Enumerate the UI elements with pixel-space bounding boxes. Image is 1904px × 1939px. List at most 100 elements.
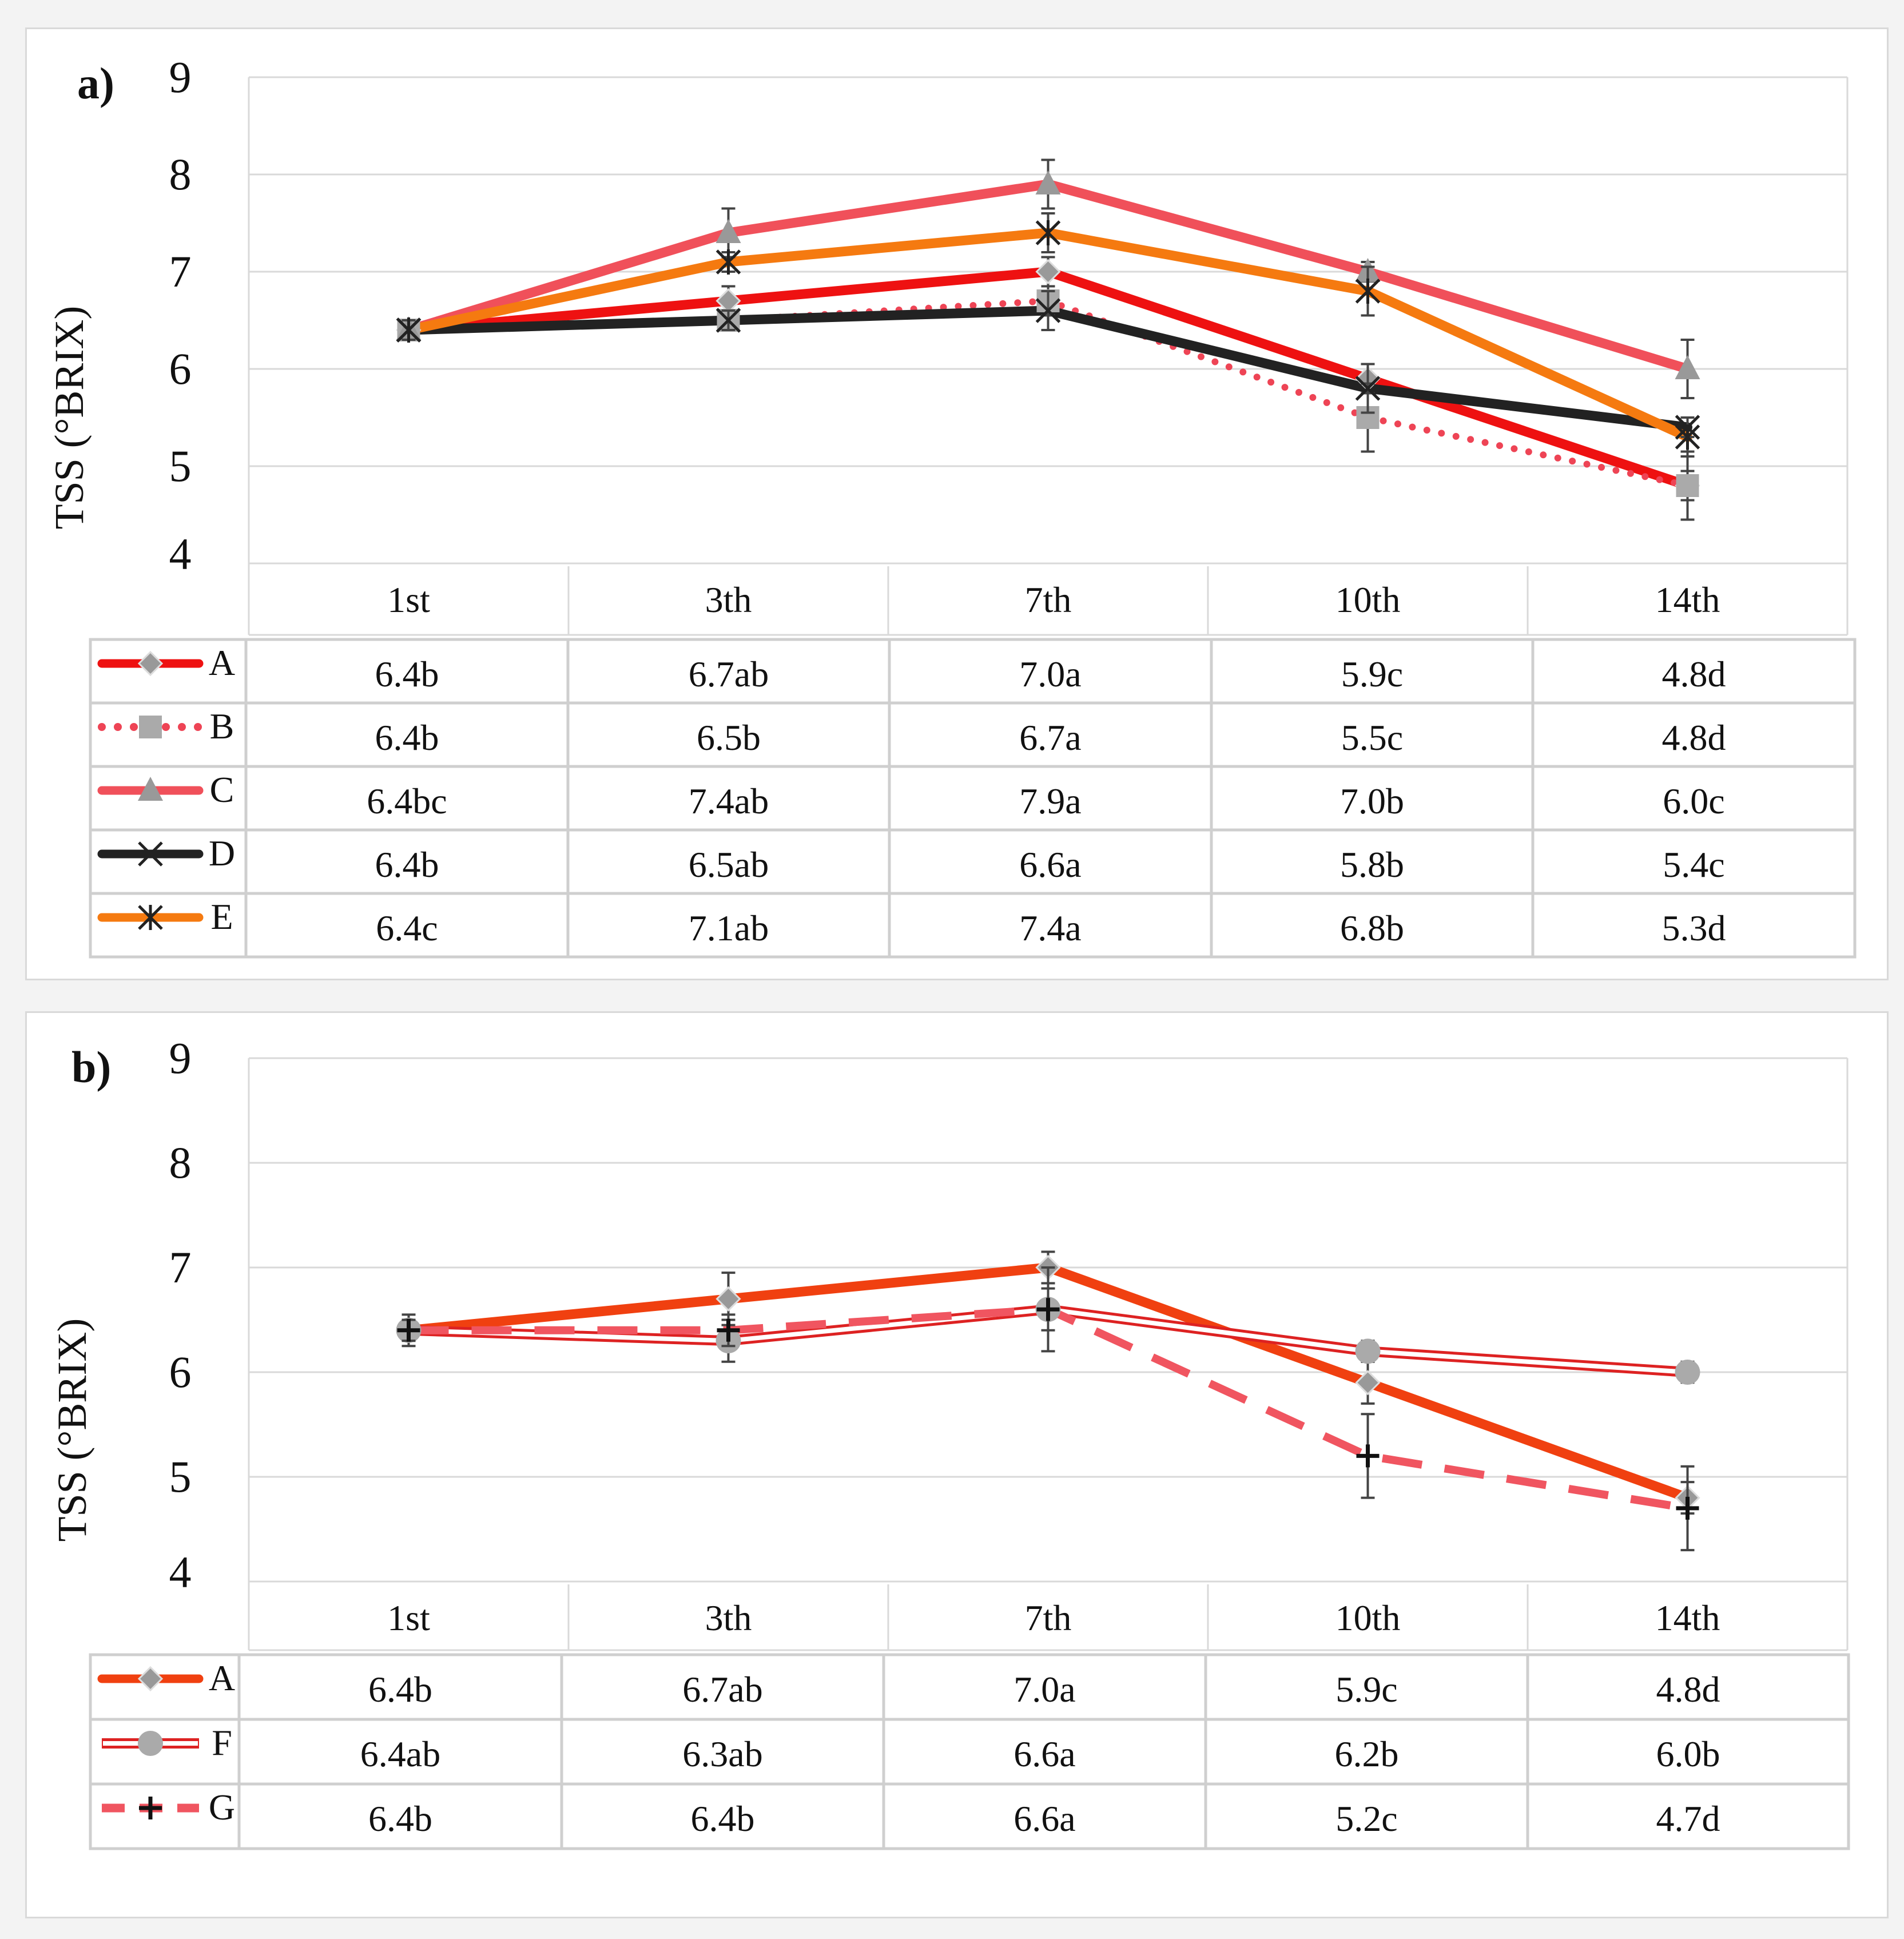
table-cell: 5.3d bbox=[1662, 908, 1726, 948]
table-cell: 4.8d bbox=[1662, 717, 1726, 758]
data-point-C bbox=[1675, 355, 1700, 379]
legend-marker-G bbox=[139, 1797, 162, 1819]
data-point-D bbox=[716, 308, 741, 333]
data-point-F bbox=[1355, 1338, 1381, 1364]
table-row: C 6.4bc 7.4ab 7.9a 7.0b 6.0c bbox=[97, 769, 1725, 821]
data-point-F bbox=[1675, 1360, 1700, 1385]
table-cell: 5.9c bbox=[1335, 1669, 1397, 1710]
panel-label: a) bbox=[77, 58, 114, 108]
panel-a bbox=[25, 27, 1889, 980]
x-tick-label: 14th bbox=[1655, 579, 1720, 620]
table-cell: 6.3ab bbox=[682, 1734, 762, 1774]
data-point-A bbox=[716, 1286, 741, 1312]
table-row: G 6.4b 6.4b 6.6a 5.2c 4.7d bbox=[102, 1787, 1720, 1839]
data-point-G bbox=[1676, 1496, 1699, 1520]
legend-label-A: A bbox=[209, 642, 235, 683]
data-point-E bbox=[716, 249, 741, 275]
legend-label-C: C bbox=[210, 769, 234, 810]
legend-marker-E bbox=[138, 905, 163, 930]
legend-label-E: E bbox=[210, 896, 233, 937]
data-table: A 6.4b 6.7ab 7.0a 5.9c 4.8d F 6.4ab 6.3ab 6.6a 6.2… bbox=[89, 1653, 1850, 1850]
table-cell: 5.5c bbox=[1341, 717, 1403, 758]
y-tick-label: 9 bbox=[169, 52, 192, 102]
table-cell: 6.7a bbox=[1019, 717, 1081, 758]
y-tick-label: 9 bbox=[169, 1033, 192, 1083]
table-row: F 6.4ab 6.3ab 6.6a 6.2b 6.0b bbox=[102, 1722, 1720, 1774]
table-cell: 6.4b bbox=[691, 1798, 755, 1839]
y-tick-label: 4 bbox=[169, 1547, 192, 1597]
table-cell: 5.2c bbox=[1335, 1798, 1397, 1839]
y-tick-label: 5 bbox=[169, 1452, 192, 1501]
chart-b: 4 5 6 7 8 9 b) TSS (°BRIX) 1st 3th 7th 10th 14th A 6.4… bbox=[49, 1033, 1850, 1850]
table-cell: 6.7ab bbox=[689, 654, 769, 694]
series-points-E bbox=[396, 212, 1700, 458]
x-tick-label: 10th bbox=[1335, 579, 1401, 620]
y-tick-label: 6 bbox=[169, 1347, 192, 1397]
data-point-E bbox=[1035, 220, 1061, 245]
chart-a: 4 5 6 7 8 9 a) TSS (°BRIX) 1st 3th 7th 10th 14th A 6.4… bbox=[46, 52, 1857, 959]
table-cell: 6.4b bbox=[375, 844, 439, 885]
table-cell: 5.4c bbox=[1663, 844, 1724, 885]
data-point-G bbox=[717, 1318, 740, 1342]
table-cell: 6.4b bbox=[375, 717, 439, 758]
table-cell: 4.8d bbox=[1662, 654, 1726, 694]
data-point-B bbox=[1676, 474, 1699, 497]
data-point-A bbox=[1355, 1370, 1381, 1396]
y-axis-label: TSS (°BRIX) bbox=[49, 1318, 95, 1542]
y-tick-label: 4 bbox=[169, 529, 192, 579]
table-cell: 6.6a bbox=[1013, 1798, 1075, 1839]
y-tick-label: 7 bbox=[169, 1242, 192, 1292]
data-point-D bbox=[1035, 298, 1061, 323]
y-tick-label: 7 bbox=[169, 247, 192, 296]
data-point-C bbox=[1035, 170, 1061, 194]
legend-marker-B bbox=[139, 716, 162, 738]
x-tick-label: 3th bbox=[705, 1598, 752, 1638]
table-cell: 6.6a bbox=[1013, 1734, 1075, 1774]
table-cell: 7.4ab bbox=[689, 781, 769, 821]
table-row: E 6.4c 7.1ab 7.4a 6.8b 5.3d bbox=[97, 896, 1726, 948]
x-tick-label: 3th bbox=[705, 579, 752, 620]
series-points-G bbox=[397, 1266, 1699, 1552]
data-point-G bbox=[397, 1318, 420, 1342]
table-row: B 6.4b 6.5b 6.7a 5.5c 4.8d bbox=[98, 706, 1726, 758]
table-cell: 6.4b bbox=[368, 1798, 432, 1839]
table-cell: 4.7d bbox=[1656, 1798, 1720, 1839]
table-row: A 6.4b 6.7ab 7.0a 5.9c 4.8d bbox=[97, 642, 1726, 694]
table-row: A 6.4b 6.7ab 7.0a 5.9c 4.8d bbox=[97, 1658, 1720, 1710]
data-point-E bbox=[1355, 279, 1381, 304]
table-cell: 5.8b bbox=[1340, 844, 1404, 885]
table-cell: 7.9a bbox=[1019, 781, 1081, 821]
data-point-G bbox=[1036, 1298, 1060, 1321]
data-table: A 6.4b 6.7ab 7.0a 5.9c 4.8d B 6.4b 6.5b 6.7a 5.5c 4… bbox=[89, 638, 1857, 959]
data-point-E bbox=[1675, 424, 1700, 450]
table-cell: 5.9c bbox=[1341, 654, 1403, 694]
y-tick-label: 8 bbox=[169, 1138, 192, 1187]
table-cell: 6.0c bbox=[1663, 781, 1724, 821]
legend-label-A: A bbox=[209, 1658, 235, 1698]
y-tick-label: 5 bbox=[169, 441, 192, 491]
data-point-A bbox=[1035, 259, 1061, 285]
data-table-frame bbox=[89, 1653, 1850, 1850]
data-point-D bbox=[1355, 376, 1381, 401]
data-table-frame bbox=[89, 638, 1857, 959]
data-point-C bbox=[716, 219, 741, 243]
table-cell: 6.4ab bbox=[360, 1734, 440, 1774]
table-row: D 6.4b 6.5ab 6.6a 5.8b 5.4c bbox=[97, 833, 1725, 885]
table-cell: 6.4b bbox=[375, 654, 439, 694]
table-cell: 6.5ab bbox=[689, 844, 769, 885]
legend-label-G: G bbox=[209, 1787, 235, 1827]
legend-label-F: F bbox=[212, 1722, 232, 1763]
y-axis-label: TSS (°BRIX) bbox=[46, 306, 92, 530]
table-cell: 6.6a bbox=[1019, 844, 1081, 885]
y-tick-label: 8 bbox=[169, 149, 192, 199]
table-cell: 7.0a bbox=[1019, 654, 1081, 694]
legend-marker-D bbox=[138, 841, 163, 867]
x-tick-label: 10th bbox=[1335, 1598, 1401, 1638]
table-cell: 7.0b bbox=[1340, 781, 1404, 821]
table-cell: 6.4bc bbox=[367, 781, 447, 821]
table-cell: 6.4c bbox=[376, 908, 438, 948]
table-cell: 6.7ab bbox=[682, 1669, 762, 1710]
data-point-E bbox=[396, 317, 422, 343]
panel-label: b) bbox=[71, 1042, 111, 1092]
